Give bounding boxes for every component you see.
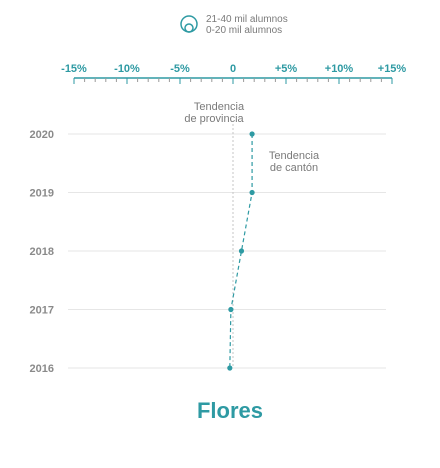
province-trend-annotation: Tendencia de provincia <box>184 101 245 125</box>
year-label: 2018 <box>30 246 54 258</box>
x-tick-label: -10% <box>114 63 140 75</box>
x-tick-label: 0 <box>230 63 236 75</box>
year-label: 2016 <box>30 363 54 375</box>
x-tick-label: +5% <box>275 63 298 75</box>
x-tick-label: -15% <box>61 63 87 75</box>
canton-trend-line1: Tendencia <box>269 150 320 162</box>
chart-title: Flores <box>197 398 263 423</box>
data-point <box>249 189 255 196</box>
year-label: 2019 <box>30 188 54 200</box>
legend: 21-40 mil alumnos 0-20 mil alumnos <box>180 14 288 36</box>
grid: 2020 2019 2018 2017 2016 <box>30 124 386 375</box>
canton-trend-annotation: Tendencia de cantón <box>269 150 320 174</box>
data-point <box>228 306 234 313</box>
canton-trend-line2: de cantón <box>270 162 318 174</box>
data-point <box>227 365 233 371</box>
legend-label-small: 0-20 mil alumnos <box>206 25 282 36</box>
x-tick-label: -5% <box>170 63 190 75</box>
x-tick-label: +10% <box>325 63 354 75</box>
data-point <box>249 131 255 137</box>
legend-circle-small <box>184 23 194 33</box>
series <box>227 131 255 371</box>
province-trend-line2: de provincia <box>184 113 244 125</box>
canton-trend-line <box>229 134 253 369</box>
x-tick-label: +15% <box>378 63 407 75</box>
province-trend-line1: Tendencia <box>194 101 245 113</box>
year-label: 2020 <box>30 129 54 141</box>
legend-label-large: 21-40 mil alumnos <box>206 14 288 25</box>
year-label: 2017 <box>30 305 54 317</box>
data-point <box>238 248 245 254</box>
x-axis: -15% -10% -5% 0 +5% +10% +15% <box>61 63 406 84</box>
